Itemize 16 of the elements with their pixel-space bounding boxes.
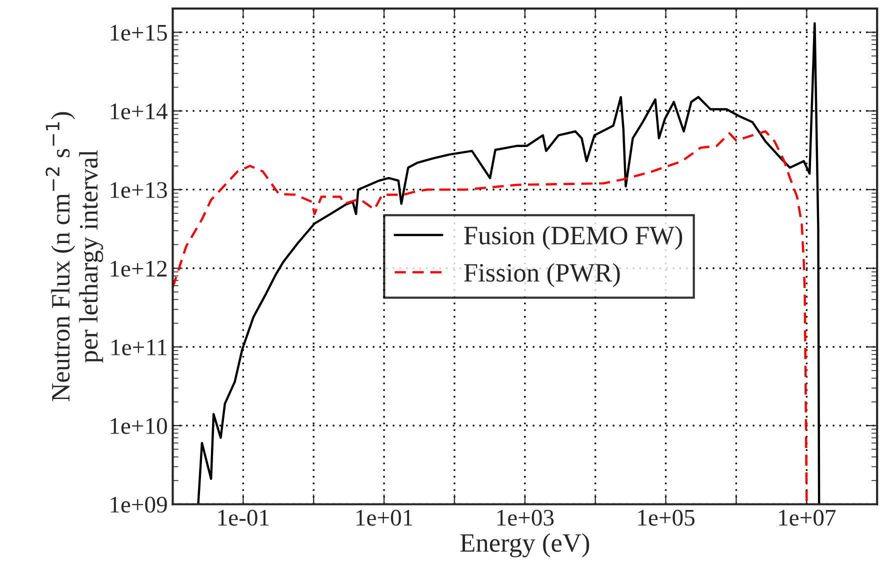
x-axis-title: Energy (eV) (460, 533, 590, 558)
x-tick-label: 1e+05 (638, 510, 694, 526)
x-tick-label: 1e+07 (779, 510, 836, 526)
y-tick-label: 1e+14 (110, 104, 168, 120)
legend-label: Fission (PWR) (464, 263, 620, 288)
y-tick-label: 1e+13 (110, 182, 167, 198)
x-tick-label: 1e+01 (356, 510, 412, 526)
y-tick-label: 1e+12 (110, 260, 167, 277)
legend-label: Fusion (DEMO FW) (464, 226, 682, 250)
y-tick-label: 1e+09 (110, 496, 167, 513)
x-tick-label: 1e-01 (218, 510, 269, 526)
x-tick-label: 1e+03 (497, 510, 554, 526)
y-tick-label: 1e+15 (110, 24, 167, 41)
y-tick-label: 1e+10 (110, 418, 167, 434)
y-tick-label: 1e+11 (112, 340, 166, 356)
y-axis-title: Neutron Flux (n cm$^{−2}$ s$^{−1}$) per lethargy interval (46, 112, 104, 402)
